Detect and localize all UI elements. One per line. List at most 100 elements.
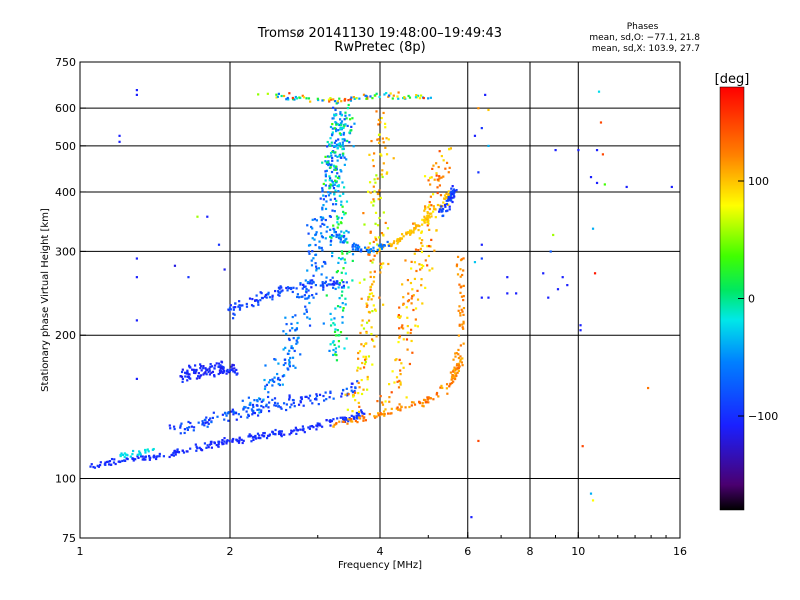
data-point <box>352 242 356 245</box>
data-point <box>267 406 270 409</box>
data-point <box>212 411 215 414</box>
data-point <box>369 248 372 251</box>
data-point <box>456 255 460 259</box>
data-point <box>384 221 387 225</box>
data-point <box>383 93 386 96</box>
data-point <box>306 316 309 319</box>
data-point <box>455 351 458 355</box>
data-point <box>480 127 483 130</box>
data-point <box>299 428 302 431</box>
data-point <box>357 357 360 360</box>
data-point <box>308 294 311 298</box>
data-point <box>144 449 147 452</box>
data-point <box>329 420 332 423</box>
data-point <box>451 200 454 204</box>
data-point <box>554 148 557 152</box>
data-point <box>332 348 335 352</box>
data-point <box>383 412 386 416</box>
data-point <box>413 222 416 225</box>
data-point <box>363 362 367 366</box>
data-point <box>355 411 359 415</box>
data-point <box>329 390 332 393</box>
data-point <box>625 185 628 189</box>
data-point <box>428 269 431 272</box>
data-point <box>457 356 460 360</box>
data-point <box>341 389 345 392</box>
data-point <box>298 296 301 299</box>
data-point <box>351 248 355 251</box>
data-point <box>392 157 395 160</box>
data-point <box>459 355 462 358</box>
data-point <box>330 163 333 166</box>
data-point <box>336 282 339 285</box>
data-point <box>186 426 189 430</box>
data-point <box>423 207 427 210</box>
data-point <box>334 120 337 124</box>
data-point <box>320 232 323 235</box>
data-point <box>407 292 410 295</box>
data-point <box>435 172 438 175</box>
data-point <box>292 399 295 402</box>
data-point <box>188 364 191 367</box>
data-point <box>336 144 339 147</box>
data-point <box>210 440 213 443</box>
data-point <box>330 141 333 144</box>
data-point <box>188 426 191 429</box>
data-point <box>375 174 378 177</box>
data-point <box>245 410 248 413</box>
data-point <box>197 372 200 375</box>
data-point <box>259 291 262 294</box>
data-point <box>235 418 238 421</box>
data-point <box>422 264 425 268</box>
data-point <box>439 194 443 197</box>
data-point <box>343 99 346 102</box>
data-point <box>201 420 204 423</box>
data-point <box>335 353 338 357</box>
data-point <box>172 425 176 428</box>
data-point <box>373 345 376 348</box>
data-point <box>357 416 361 419</box>
data-point <box>194 369 197 372</box>
data-point <box>362 93 366 96</box>
data-point <box>382 162 385 165</box>
data-point <box>420 94 423 97</box>
data-point <box>148 454 151 458</box>
data-point <box>331 150 334 153</box>
data-point <box>462 322 465 325</box>
data-point <box>183 428 187 431</box>
data-point <box>363 416 366 419</box>
data-point <box>397 239 400 242</box>
data-point <box>342 133 345 136</box>
data-point <box>273 401 277 404</box>
data-point <box>379 245 382 248</box>
data-point <box>364 419 367 422</box>
data-point <box>308 394 312 397</box>
data-point <box>397 386 401 389</box>
data-point <box>351 410 354 413</box>
x-tick-label: 16 <box>673 545 687 558</box>
data-point <box>487 296 490 299</box>
data-point <box>427 214 430 218</box>
data-point <box>396 242 399 245</box>
data-point <box>223 440 226 443</box>
data-point <box>339 238 342 241</box>
data-point <box>257 303 260 306</box>
data-point <box>341 147 344 151</box>
data-point <box>330 318 333 321</box>
data-point <box>442 201 445 204</box>
data-point <box>368 248 371 252</box>
data-point <box>333 330 337 334</box>
data-point <box>169 427 172 430</box>
data-point <box>289 406 292 409</box>
data-point <box>418 400 421 403</box>
data-point <box>357 401 360 405</box>
data-point <box>430 215 433 218</box>
data-point <box>370 298 373 301</box>
data-point <box>424 221 427 224</box>
data-point <box>315 292 318 295</box>
data-point <box>326 161 330 164</box>
data-point <box>401 283 404 286</box>
data-point <box>399 369 402 372</box>
data-point <box>441 207 445 211</box>
colorbar-tick-label: −100 <box>748 410 778 423</box>
